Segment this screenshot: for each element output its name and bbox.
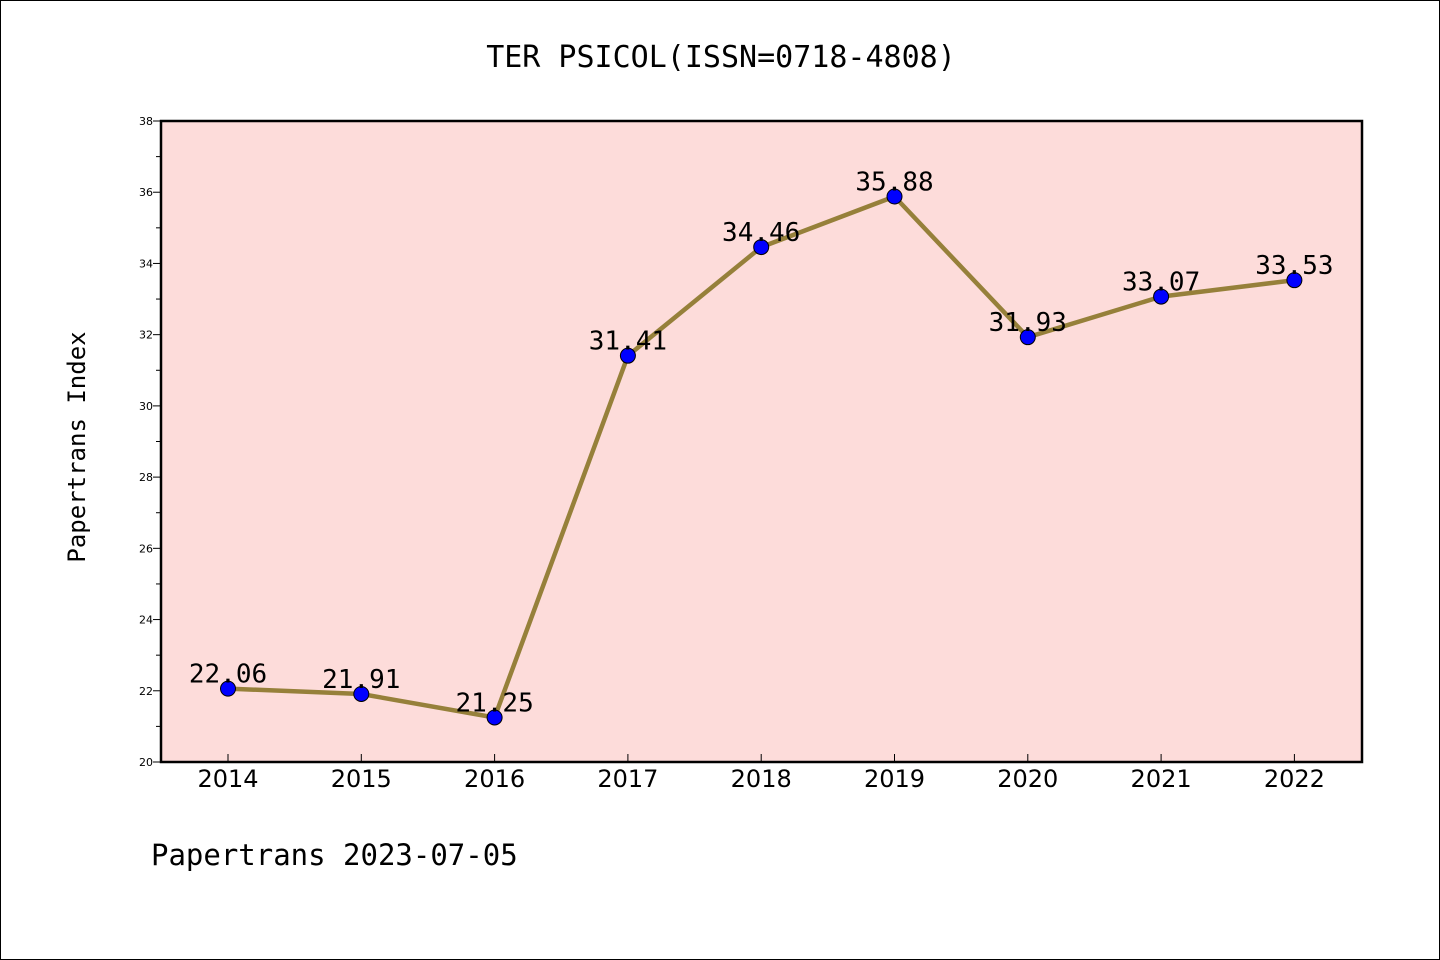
data-label: 31.41 [589,327,667,357]
y-axis: 20 22 24 26 28 30 32 34 36 38 [139,115,161,769]
y-tick-label: 22 [139,685,153,698]
x-tick-label: 2020 [997,765,1058,793]
data-point [753,239,770,256]
data-point [353,685,370,702]
x-tick-label: 2022 [1264,765,1325,793]
data-point [886,188,903,205]
data-point [1019,329,1036,346]
markers-group [220,188,1303,726]
x-tick-label: 2021 [1131,765,1192,793]
data-label: 31.93 [989,308,1067,338]
data-point [220,680,236,697]
x-tick-label: 2017 [597,765,658,793]
x-tick-label: 2019 [864,765,925,793]
x-tick-label: 2015 [331,765,392,793]
chart-title: TER PSICOL(ISSN=0718-4808) [486,40,956,75]
data-point [619,347,636,364]
y-tick-label: 26 [139,542,153,555]
data-label: 33.07 [1122,268,1200,298]
data-label: 34.46 [722,218,800,248]
y-axis-label: Papertrans Index [63,331,91,562]
y-tick-label: 28 [139,471,153,484]
data-label: 21.25 [455,688,533,718]
plot-border [159,119,1364,764]
y-tick-label: 30 [139,400,153,413]
y-tick-label: 38 [139,115,153,128]
y-tick-label: 32 [139,329,153,342]
data-label: 33.53 [1255,251,1333,281]
plot-area [161,121,1362,762]
y-tick-label: 24 [139,614,153,627]
y-tick-label: 20 [139,756,153,769]
data-label: 35.88 [855,167,933,197]
footer-text: Papertrans 2023-07-05 [151,838,518,872]
data-labels-group: 22.06 21.91 21.25 31.41 34.46 35.88 31.93 33.07… [189,167,1334,718]
x-tick-label: 2014 [197,765,258,793]
x-tick-label: 2018 [731,765,792,793]
data-label: 21.91 [322,665,400,695]
data-label: 22.06 [189,660,267,690]
data-point [486,709,503,726]
x-tick-label: 2016 [464,765,525,793]
y-tick-label: 36 [139,186,153,199]
y-tick-label: 34 [139,257,153,270]
x-axis: 2014 2015 2016 2017 2018 2019 2020 2021 2022 [197,754,1325,793]
data-point [1153,288,1170,305]
data-point [1286,272,1303,289]
